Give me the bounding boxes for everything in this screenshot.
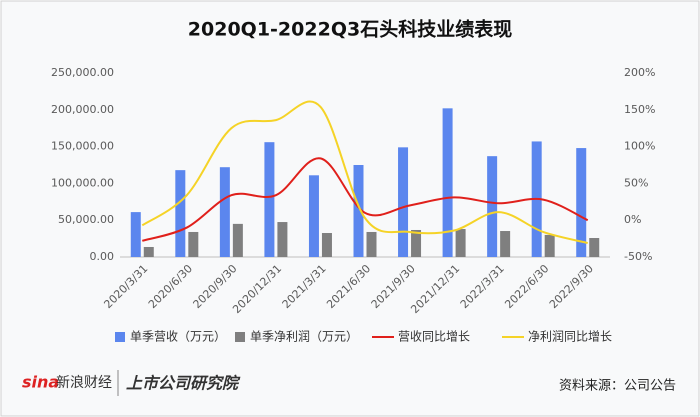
bar [308,175,319,257]
bar [175,170,186,257]
legend-label: 单季营收（万元） [130,330,226,344]
bar [544,234,555,257]
legend-label: 营收同比增长 [398,330,470,344]
y2-tick-label: 50% [624,176,648,189]
bar [232,223,243,257]
y-tick-label: 250,000.00 [51,66,114,79]
y2-tick-label: 150% [624,103,655,116]
bar [219,167,230,257]
legend: 单季营收（万元） 单季净利润（万元） 营收同比增长 净利润同比增长 [115,330,612,344]
bar [500,231,511,257]
bar [576,148,587,257]
y-tick-label: 0.00 [90,250,115,263]
bar [188,231,199,257]
y2-tick-label: -50% [624,250,652,263]
legend-swatch [235,332,245,342]
bar [487,156,498,257]
bar [411,229,422,257]
bar [398,147,409,257]
bar [321,233,332,257]
y-tick-label: 200,000.00 [51,103,114,116]
line [141,157,589,242]
y-tick-label: 150,000.00 [51,140,114,153]
y-tick-label: 50,000.00 [58,213,114,226]
legend-swatch [115,332,125,342]
y-tick-label: 100,000.00 [51,176,114,189]
bar [130,212,141,257]
bar [366,231,377,257]
brand-logo: sina [22,373,59,392]
bar [143,246,154,257]
y2-tick-label: 100% [624,140,655,153]
bar [442,108,453,257]
source-note: 资料来源：公司公告 [559,379,676,394]
legend-label: 净利润同比增长 [528,330,612,344]
bar [455,229,466,257]
brand-institute: 上市公司研究院 [126,374,241,393]
y2-tick-label: 0% [624,213,641,226]
bar [353,165,364,257]
brand-name: 新浪财经 [56,375,112,391]
bar [589,238,600,257]
chart-title: 2020Q1-2022Q3石头科技业绩表现 [188,18,512,41]
bar [264,142,275,257]
line [141,100,588,244]
y2-tick-label: 200% [624,66,655,79]
legend-label: 单季净利润（万元） [250,330,358,344]
bar [277,222,288,257]
